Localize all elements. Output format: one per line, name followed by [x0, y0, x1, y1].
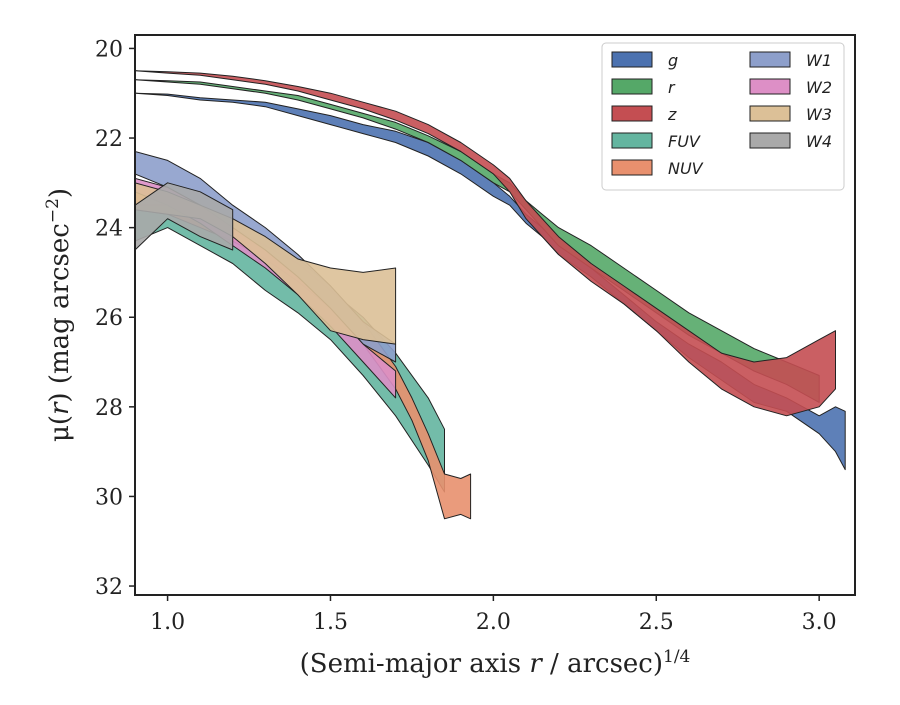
legend-label-w1: W1 [806, 51, 832, 70]
y-tick-label: 32 [95, 575, 123, 600]
x-axis-title: (Semi-major axis r / arcsec)1/4 [300, 647, 691, 679]
legend-label-w2: W2 [806, 78, 832, 97]
x-tick-label: 2.0 [476, 610, 511, 635]
legend-label-fuv: FUV [668, 132, 701, 151]
y-tick-label: 24 [95, 217, 123, 242]
x-tick-label: 1.5 [313, 610, 348, 635]
legend-label-w4: W4 [806, 132, 832, 151]
legend-swatch-fuv [612, 133, 652, 148]
legend-label-g: g [668, 51, 678, 70]
y-tick-label: 20 [95, 37, 123, 62]
chart-svg: 1.0 1.5 2.0 2.5 3.0 20 22 24 26 28 30 32 (Semi-majo… [0, 0, 900, 700]
legend-swatch-w1 [750, 52, 790, 67]
chart: 1.0 1.5 2.0 2.5 3.0 20 22 24 26 28 30 32 (Semi-majo… [0, 0, 900, 700]
legend-swatch-nuv [612, 160, 652, 175]
y-tick-label: 30 [95, 485, 123, 510]
legend-swatch-w2 [750, 79, 790, 94]
y-tick-label: 22 [95, 127, 123, 152]
legend-swatch-r [612, 79, 652, 94]
legend-label-z: z [667, 105, 677, 124]
legend-swatch-g [612, 52, 652, 67]
x-tick-label: 3.0 [802, 610, 837, 635]
legend-label-nuv: NUV [668, 159, 704, 178]
x-tick-label: 1.0 [150, 610, 185, 635]
legend-swatch-w4 [750, 133, 790, 148]
y-axis-title: μ(r) (mag arcsec−2) [43, 188, 75, 442]
legend-swatch-w3 [750, 106, 790, 121]
y-tick-label: 28 [95, 396, 123, 421]
legend-swatch-z [612, 106, 652, 121]
legend-label-w3: W3 [806, 105, 832, 124]
y-tick-label: 26 [95, 306, 123, 331]
x-tick-label: 2.5 [639, 610, 674, 635]
